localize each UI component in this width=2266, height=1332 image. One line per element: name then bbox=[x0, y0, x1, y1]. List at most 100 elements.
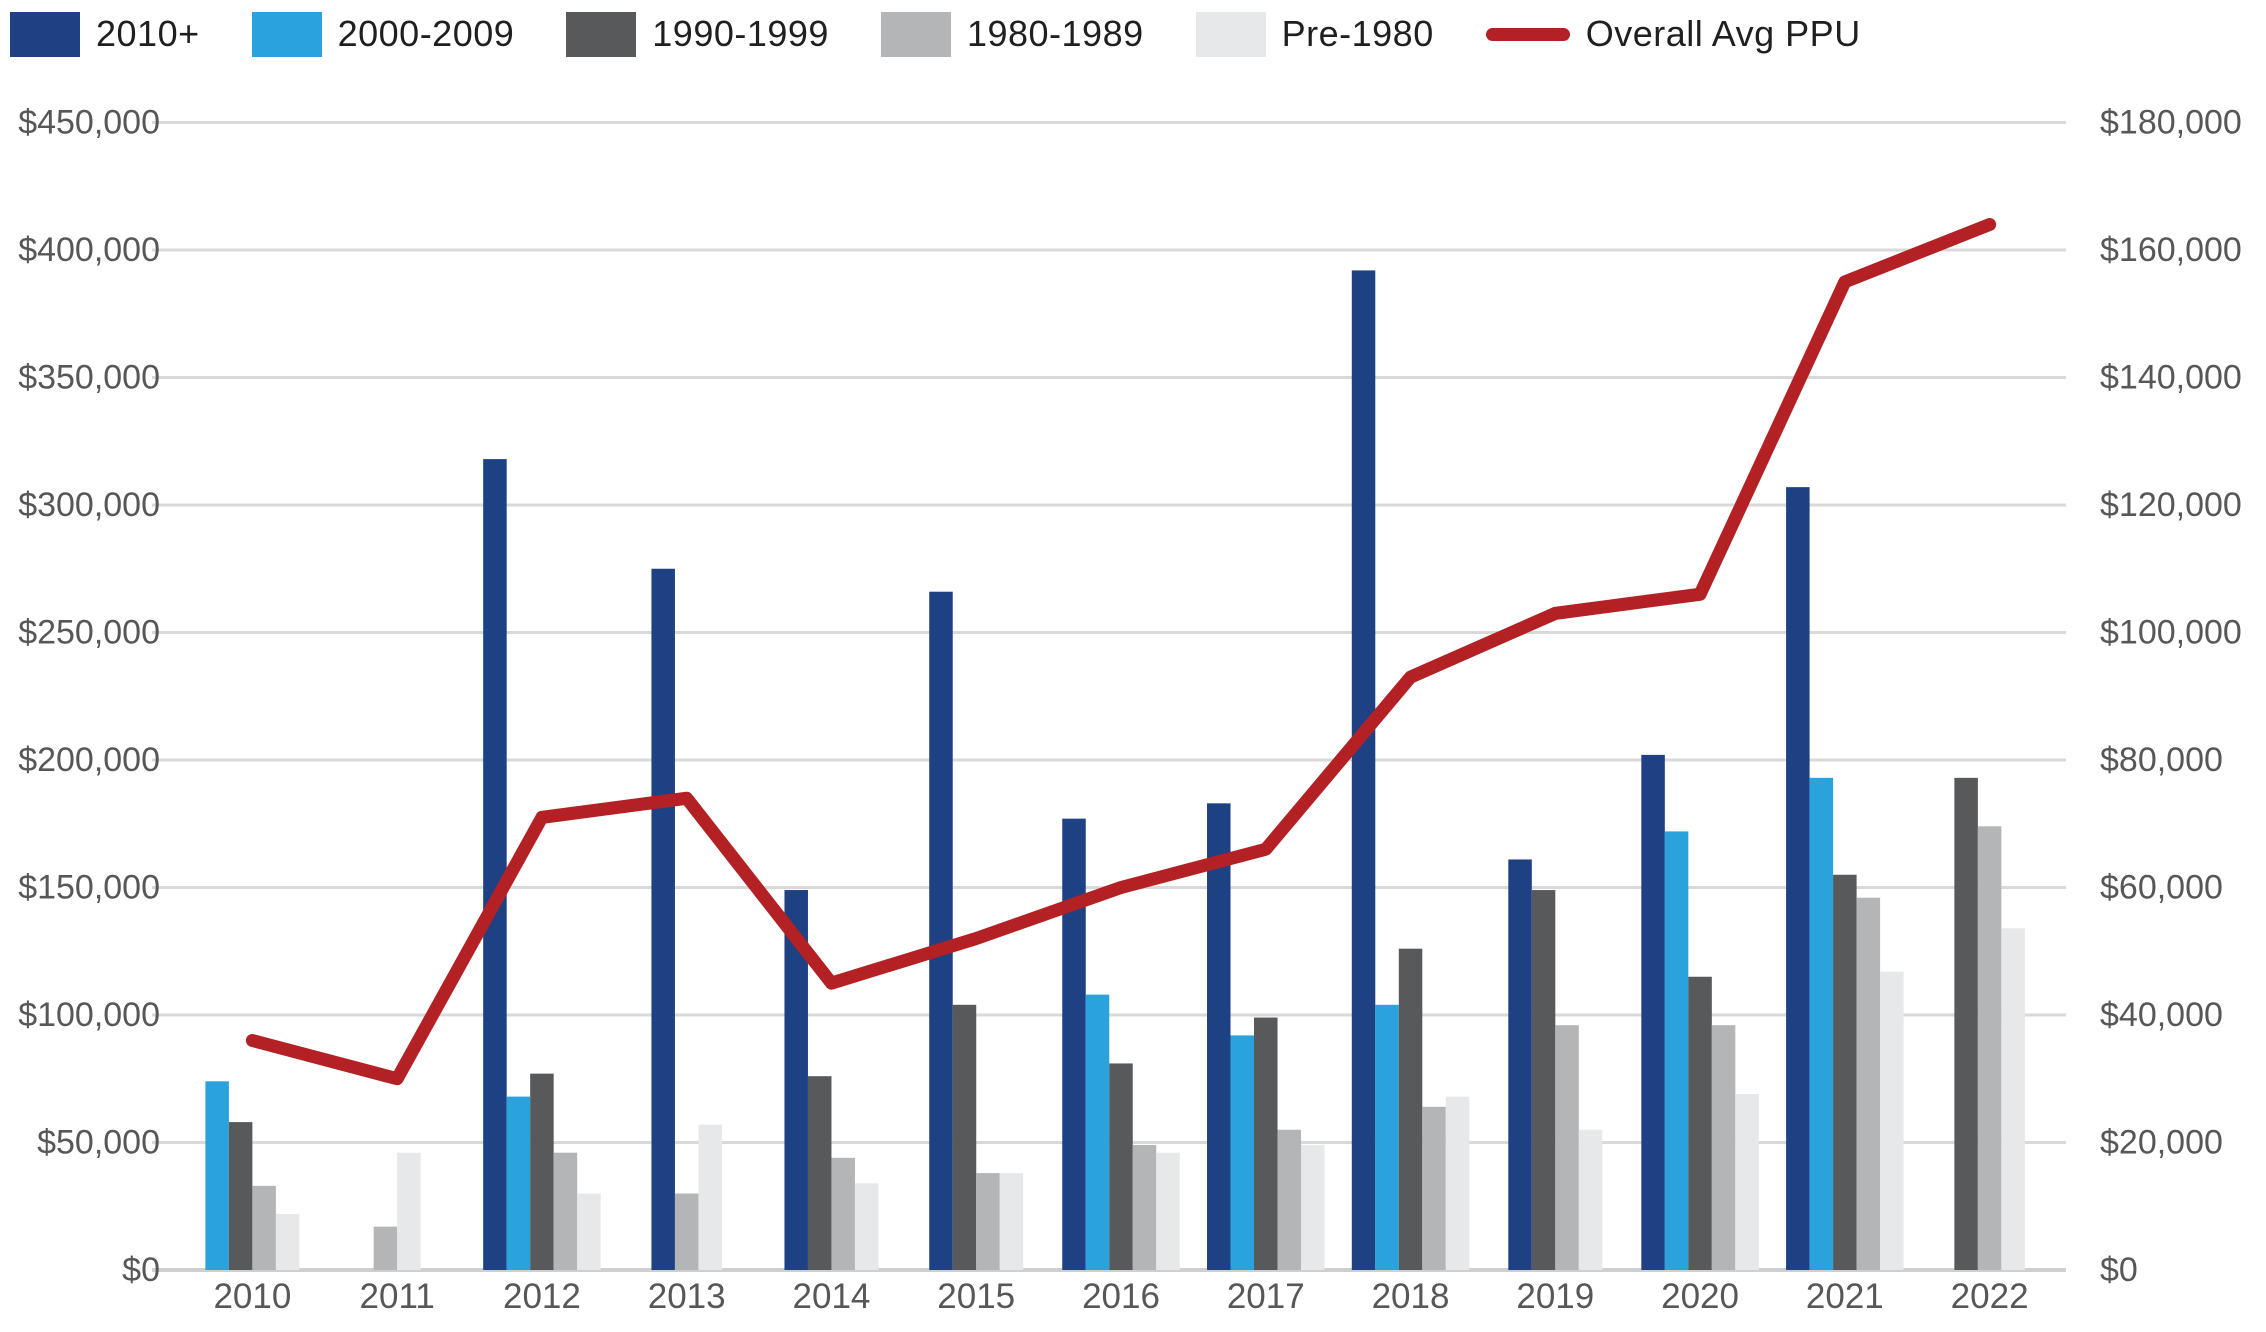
bar-1980-1989-2021 bbox=[1856, 897, 1881, 1270]
bar-2000-2009-2016 bbox=[1085, 994, 1110, 1270]
bars bbox=[205, 270, 2025, 1271]
x-axis-label-2017: 2017 bbox=[1227, 1277, 1305, 1316]
y-axis-left-tick-label: $150,000 bbox=[18, 869, 160, 907]
bar-2000-2009-2012 bbox=[506, 1096, 531, 1270]
legend-label: Overall Avg PPU bbox=[1585, 13, 1861, 54]
x-axis-label-2011: 2011 bbox=[360, 1277, 435, 1316]
x-axis-label-2010: 2010 bbox=[213, 1277, 291, 1316]
x-axis-label-2016: 2016 bbox=[1082, 1277, 1160, 1316]
bar-pre-1980-2010 bbox=[275, 1213, 300, 1270]
legend-label: 1990-1999 bbox=[652, 13, 829, 54]
x-axis-label-2018: 2018 bbox=[1372, 1277, 1450, 1316]
legend-label: Pre-1980 bbox=[1281, 13, 1434, 54]
bar-1980-1989-2010 bbox=[252, 1185, 276, 1270]
bar-pre-1980-2017 bbox=[1301, 1145, 1325, 1270]
bar-2010--2012 bbox=[483, 459, 507, 1271]
legend-item-1980-1989: 1980-1989 bbox=[880, 11, 1144, 57]
bar-pre-1980-2020 bbox=[1735, 1094, 1759, 1270]
x-axis-labels: 2010 2011 2012 2013 2014 2015 2016 2017 2018 2019… bbox=[213, 1277, 2028, 1316]
y-axis-left-tick-label: $400,000 bbox=[18, 231, 160, 269]
y-axis-left-tick-label: $50,000 bbox=[37, 1124, 160, 1162]
overall-avg-ppu-line bbox=[245, 218, 1997, 1086]
gridlines: $0 $50,000 $100,000 $150,000 $200,000 $250,00… bbox=[18, 104, 2242, 1290]
legend-label: 1980-1989 bbox=[966, 13, 1144, 54]
legend-label: 2010+ bbox=[96, 13, 200, 54]
legend-label: 2000-2009 bbox=[337, 13, 515, 54]
legend-item-2010-: 2010+ bbox=[10, 11, 200, 57]
y-axis-left-tick-label: $100,000 bbox=[18, 996, 160, 1034]
x-axis-label-2014: 2014 bbox=[793, 1277, 871, 1316]
legend-swatch-icon bbox=[880, 11, 951, 57]
bar-1980-1989-2017 bbox=[1277, 1129, 1302, 1270]
bar-pre-1980-2011 bbox=[397, 1152, 421, 1270]
bar-1990-1999-2015 bbox=[952, 1004, 977, 1270]
bar-1990-1999-2021 bbox=[1833, 874, 1857, 1270]
bar-2010--2018 bbox=[1351, 270, 1376, 1270]
bar-2010--2013 bbox=[651, 568, 675, 1270]
x-axis-label-2020: 2020 bbox=[1661, 1277, 1739, 1316]
bar-2010--2014 bbox=[784, 890, 808, 1270]
legend-swatch-icon bbox=[251, 11, 322, 57]
y-axis-left-tick-label: $450,000 bbox=[18, 104, 160, 142]
legend-item-2000-2009: 2000-2009 bbox=[251, 11, 515, 57]
legend: 2010+ 2000-2009 1990-1999 1980-1989 Pre-1980… bbox=[10, 6, 1861, 62]
y-axis-right-tick-label: $120,000 bbox=[2100, 486, 2242, 524]
bar-1990-1999-2022 bbox=[1954, 777, 1978, 1270]
bar-2010--2017 bbox=[1207, 803, 1231, 1270]
legend-item-overall-avg-ppu: Overall Avg PPU bbox=[1485, 13, 1861, 55]
bar-pre-1980-2018 bbox=[1445, 1096, 1470, 1270]
y-axis-left-tick-label: $0 bbox=[122, 1251, 160, 1289]
bar-1980-1989-2016 bbox=[1132, 1145, 1157, 1270]
legend-item-pre-1980: Pre-1980 bbox=[1195, 11, 1434, 57]
bar-pre-1980-2012 bbox=[577, 1193, 601, 1270]
bar-1980-1989-2020 bbox=[1711, 1025, 1736, 1270]
y-axis-right-tick-label: $20,000 bbox=[2100, 1124, 2223, 1162]
bar-pre-1980-2022 bbox=[2001, 928, 2025, 1270]
legend-item-1990-1999: 1990-1999 bbox=[566, 11, 829, 57]
y-axis-right-tick-label: $180,000 bbox=[2100, 104, 2242, 142]
y-axis-right-tick-label: $0 bbox=[2100, 1251, 2138, 1289]
bar-1980-1989-2015 bbox=[976, 1173, 1000, 1270]
bar-1990-1999-2020 bbox=[1688, 976, 1712, 1270]
legend-swatch-icon bbox=[10, 11, 80, 57]
bar-2000-2009-2010 bbox=[205, 1081, 229, 1270]
x-axis-label-2013: 2013 bbox=[648, 1277, 726, 1316]
bar-1990-1999-2012 bbox=[530, 1073, 554, 1270]
bar-1990-1999-2014 bbox=[807, 1076, 832, 1270]
y-axis-left-tick-label: $200,000 bbox=[18, 741, 160, 779]
bar-1980-1989-2019 bbox=[1555, 1025, 1579, 1270]
x-axis-label-2015: 2015 bbox=[937, 1277, 1015, 1316]
x-axis-label-2021: 2021 bbox=[1806, 1277, 1884, 1316]
bar-2010--2016 bbox=[1062, 818, 1086, 1270]
bar-pre-1980-2021 bbox=[1880, 971, 1904, 1270]
bar-1980-1989-2014 bbox=[831, 1157, 855, 1270]
bar-1990-1999-2010 bbox=[228, 1122, 253, 1270]
bar-2010--2021 bbox=[1786, 487, 1810, 1270]
bar-1990-1999-2018 bbox=[1398, 948, 1423, 1270]
bar-1980-1989-2022 bbox=[1977, 826, 2002, 1270]
y-axis-left-tick-label: $350,000 bbox=[18, 359, 160, 397]
x-axis-label-2012: 2012 bbox=[503, 1277, 581, 1316]
bar-1980-1989-2012 bbox=[553, 1152, 578, 1270]
bar-pre-1980-2013 bbox=[698, 1124, 722, 1270]
bar-2010--2020 bbox=[1641, 754, 1665, 1270]
y-axis-right-tick-label: $80,000 bbox=[2100, 741, 2223, 779]
bar-1980-1989-2011 bbox=[373, 1226, 398, 1270]
bar-2000-2009-2018 bbox=[1375, 1004, 1399, 1270]
y-axis-right-tick-label: $100,000 bbox=[2100, 614, 2242, 652]
bar-1990-1999-2019 bbox=[1531, 890, 1556, 1270]
bar-2000-2009-2017 bbox=[1230, 1035, 1255, 1270]
legend-swatch-icon bbox=[1195, 11, 1266, 57]
x-axis-label-2019: 2019 bbox=[1516, 1277, 1594, 1316]
y-axis-right-tick-label: $160,000 bbox=[2100, 231, 2242, 269]
bar-1990-1999-2017 bbox=[1254, 1017, 1278, 1270]
bar-1980-1989-2013 bbox=[674, 1193, 699, 1270]
bar-pre-1980-2019 bbox=[1578, 1129, 1603, 1270]
bar-2010--2015 bbox=[929, 591, 953, 1270]
bar-pre-1980-2014 bbox=[854, 1183, 879, 1270]
bar-2010--2019 bbox=[1508, 859, 1532, 1270]
y-axis-right-tick-label: $140,000 bbox=[2100, 359, 2242, 397]
bar-pre-1980-2016 bbox=[1156, 1152, 1180, 1270]
